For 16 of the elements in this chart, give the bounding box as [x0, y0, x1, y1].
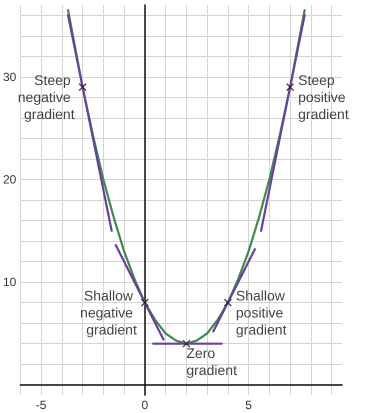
- point: [182, 339, 191, 348]
- point: [78, 82, 87, 92]
- y-tick-label: 20: [2, 172, 17, 186]
- annotation: Steep positive gradient: [298, 72, 350, 122]
- y-tick-label: 30: [2, 70, 17, 84]
- x-tick-label: 5: [245, 398, 252, 412]
- point: [224, 298, 232, 307]
- annotation: Zero gradient: [186, 345, 238, 378]
- annotation: Steep negative gradient: [18, 72, 75, 122]
- annotation: Shallow positive gradient: [236, 288, 289, 338]
- point: [286, 82, 294, 92]
- y-tick-label: 10: [2, 275, 17, 290]
- annotation: Shallow negative gradient: [80, 288, 137, 338]
- point: [140, 298, 150, 307]
- x-tick-label: -5: [36, 398, 47, 412]
- x-tick-label: 0: [142, 398, 149, 412]
